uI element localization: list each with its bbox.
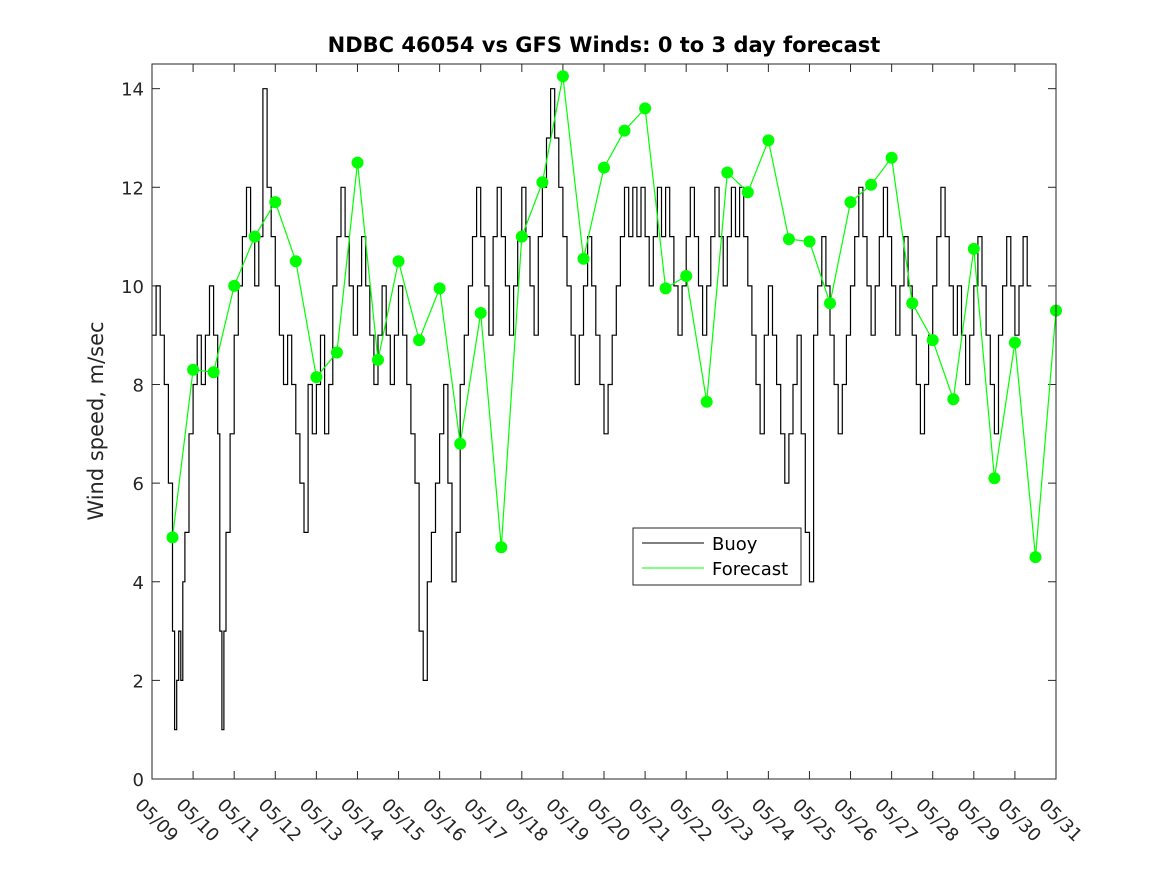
y-tick-label: 14 — [121, 80, 144, 101]
forecast-point — [577, 252, 590, 265]
forecast-point — [495, 541, 508, 554]
forecast-point — [187, 363, 200, 376]
forecast-point — [248, 230, 261, 243]
forecast-point — [207, 366, 220, 379]
forecast-point — [639, 102, 652, 115]
forecast-point — [680, 270, 693, 282]
forecast-point — [618, 124, 631, 137]
forecast-point — [598, 161, 610, 174]
y-tick-label: 10 — [121, 277, 144, 298]
forecast-point — [474, 307, 487, 319]
forecast-point — [721, 166, 734, 179]
buoy-series-line — [152, 88, 1032, 731]
legend-buoy-label: Buoy — [712, 534, 758, 555]
forecast-point — [392, 255, 405, 268]
forecast-point — [659, 282, 672, 295]
forecast-point — [269, 196, 282, 209]
forecast-point — [762, 134, 775, 147]
legend: Buoy Forecast — [632, 527, 802, 586]
forecast-point — [166, 531, 179, 544]
forecast-point — [988, 472, 1001, 485]
forecast-point — [433, 282, 446, 295]
forecast-point — [865, 178, 878, 191]
forecast-point — [372, 353, 384, 366]
forecast-point — [947, 393, 960, 406]
forecast-point — [289, 255, 302, 268]
forecast-point — [844, 196, 857, 209]
forecast-point — [556, 70, 569, 83]
forecast-point — [536, 176, 549, 189]
forecast-point — [1008, 336, 1021, 349]
forecast-point — [700, 395, 713, 408]
y-tick-label: 2 — [133, 671, 144, 692]
chart-title: NDBC 46054 vs GFS Winds: 0 to 3 day fore… — [328, 33, 881, 57]
forecast-point — [413, 334, 426, 347]
forecast-point — [824, 297, 836, 310]
forecast-point — [926, 334, 939, 347]
data-lines — [152, 70, 1062, 731]
y-tick-label: 4 — [133, 573, 144, 594]
legend-forecast-label: Forecast — [712, 559, 788, 580]
plot-frame — [151, 63, 1057, 780]
y-tick-label: 6 — [133, 474, 144, 495]
legend-box — [632, 527, 802, 586]
forecast-point — [782, 233, 795, 246]
forecast-point — [351, 156, 364, 169]
y-tick-label: 0 — [133, 770, 144, 791]
forecast-point — [967, 242, 980, 255]
forecast-point — [228, 279, 241, 292]
y-tick-label: 12 — [121, 178, 144, 199]
forecast-point — [310, 371, 323, 384]
forecast-point — [885, 151, 898, 164]
forecast-point — [741, 186, 754, 199]
forecast-point — [906, 297, 919, 310]
forecast-point — [803, 235, 816, 248]
y-tick-label: 8 — [133, 376, 144, 397]
forecast-point — [515, 230, 528, 243]
forecast-point — [1029, 551, 1042, 564]
y-axis-label: Wind speed, m/sec — [84, 321, 108, 520]
forecast-point — [454, 437, 467, 450]
forecast-point — [330, 346, 343, 359]
